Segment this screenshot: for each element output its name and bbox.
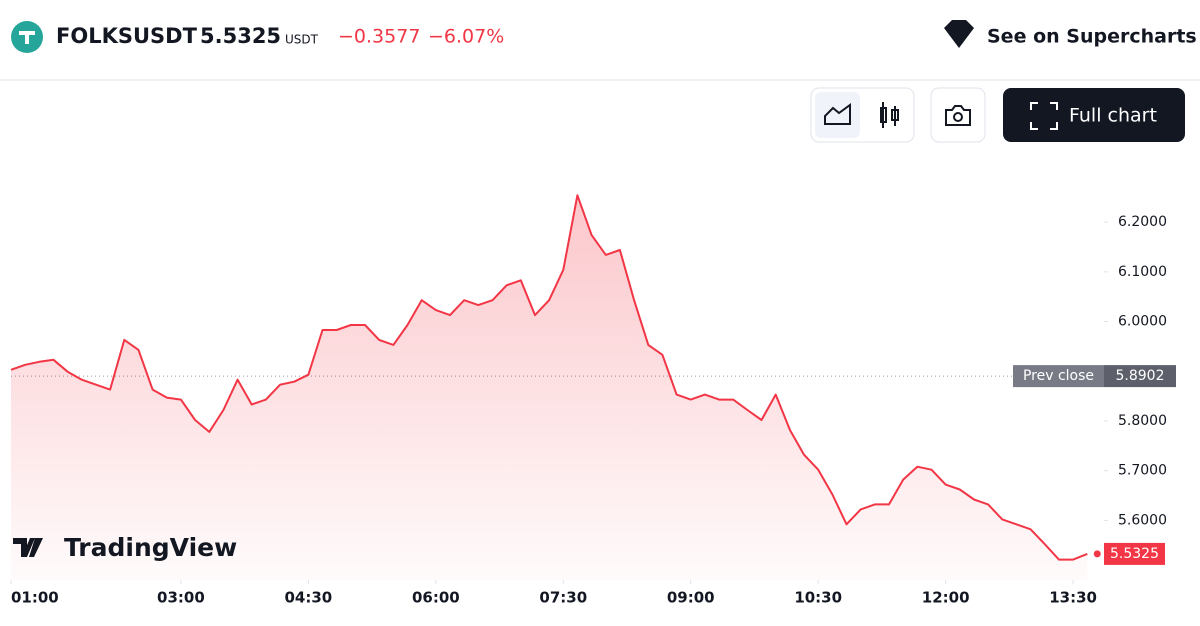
area-button[interactable] <box>815 92 860 138</box>
x-tick-label: 04:30 <box>285 589 333 607</box>
y-tick-label: 6.0000 <box>1118 314 1167 330</box>
symbol: FOLKSUSDT <box>56 24 198 48</box>
y-tick-label: 5.8000 <box>1118 413 1167 429</box>
currency: USDT <box>285 33 319 47</box>
area-fill <box>11 195 1088 581</box>
prev-close-value-box <box>1104 365 1176 388</box>
price: 5.5325 <box>200 24 281 48</box>
last-price-label: 5.5325 <box>1110 546 1159 562</box>
prev-close-tag <box>1013 365 1104 388</box>
last-price-box <box>1104 542 1165 565</box>
x-tick-label: 12:00 <box>922 589 970 607</box>
full-chart-icon <box>1030 102 1058 130</box>
candle-button[interactable] <box>880 102 899 128</box>
x-tick-label: 13:30 <box>1049 589 1097 607</box>
last-point <box>1093 550 1101 558</box>
logo-glyph <box>19 31 35 44</box>
supercharts-link[interactable]: See on Supercharts <box>987 26 1197 48</box>
x-tick-label: 09:00 <box>667 589 715 607</box>
price-line <box>10 194 1088 561</box>
full-chart-button[interactable] <box>1003 88 1185 142</box>
watermark-logo <box>13 538 43 557</box>
x-tick-label: 06:00 <box>412 589 460 607</box>
change-percent: −6.07% <box>428 26 504 48</box>
x-tick-label: 03:00 <box>157 589 205 607</box>
prev-close-value: 5.8902 <box>1116 368 1165 384</box>
area-icon <box>824 103 851 125</box>
camera-icon <box>945 105 971 126</box>
snapshot-button[interactable] <box>930 87 986 143</box>
y-tick-label: 6.2000 <box>1118 214 1167 230</box>
x-tick-label: 01:00 <box>11 589 59 607</box>
change: −0.3577 <box>338 26 420 48</box>
camera-lens <box>953 112 963 122</box>
full-chart-label[interactable]: Full chart <box>1069 105 1157 127</box>
y-tick-label: 6.1000 <box>1118 264 1167 280</box>
x-tick-label: 07:30 <box>539 589 587 607</box>
watermark: TradingView <box>64 533 237 562</box>
y-tick-label: 5.7000 <box>1118 463 1167 479</box>
prev-close-label: Prev close <box>1023 368 1094 384</box>
x-tick-label: 10:30 <box>794 589 842 607</box>
y-tick-label: 5.6000 <box>1118 512 1167 528</box>
supercharts-icon[interactable] <box>944 20 974 48</box>
plot: Prev close 5.8902 5.5325 5.6000 5.7000 5.8000… <box>10 194 1176 607</box>
